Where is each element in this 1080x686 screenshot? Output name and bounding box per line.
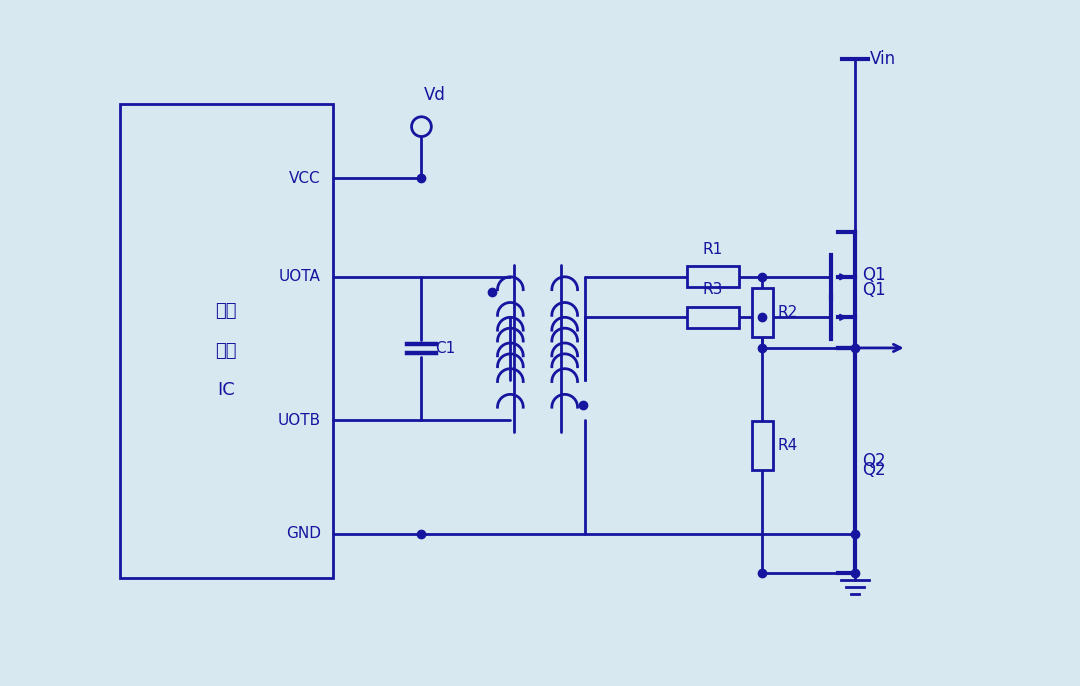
Text: Q1: Q1 bbox=[862, 266, 886, 284]
Text: C1: C1 bbox=[435, 341, 456, 356]
Text: R1: R1 bbox=[703, 241, 723, 257]
Text: Q2: Q2 bbox=[862, 462, 886, 480]
Bar bbox=[120, 104, 333, 578]
Text: R4: R4 bbox=[778, 438, 797, 453]
Text: GND: GND bbox=[286, 526, 321, 541]
Text: R2: R2 bbox=[778, 305, 797, 320]
Text: R3: R3 bbox=[703, 282, 724, 297]
Text: Q1: Q1 bbox=[862, 281, 886, 299]
Text: VCC: VCC bbox=[289, 171, 321, 185]
Bar bbox=[752, 421, 772, 470]
Text: Vin: Vin bbox=[870, 51, 896, 69]
Text: IC: IC bbox=[217, 381, 235, 399]
Bar bbox=[687, 307, 739, 328]
Bar bbox=[752, 287, 772, 337]
Text: Vd: Vd bbox=[423, 86, 445, 104]
Text: UOTA: UOTA bbox=[279, 270, 321, 284]
Text: 电源: 电源 bbox=[216, 303, 238, 320]
Text: UOTB: UOTB bbox=[278, 412, 321, 427]
Text: 控制: 控制 bbox=[216, 342, 238, 360]
Bar bbox=[687, 266, 739, 287]
Text: Q2: Q2 bbox=[862, 451, 886, 469]
